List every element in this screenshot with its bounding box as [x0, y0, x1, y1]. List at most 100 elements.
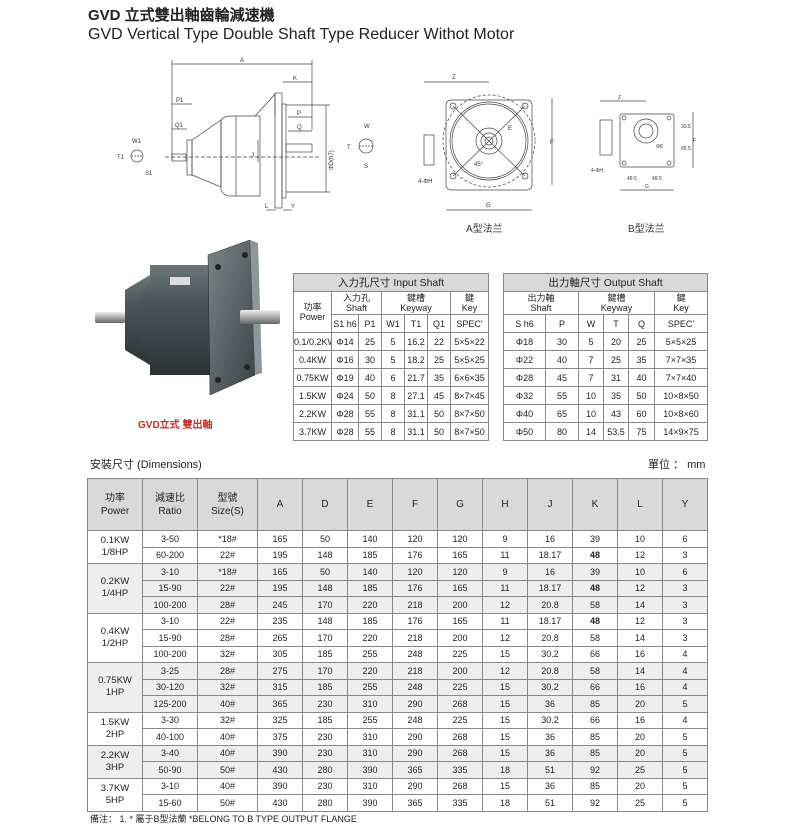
label-s: S [364, 164, 368, 170]
label-t1: T1 [117, 155, 125, 161]
title-en: GVD Vertical Type Double Shaft Type Redu… [88, 26, 515, 43]
key-en: Key [461, 303, 478, 313]
table-cell: 4 [662, 645, 708, 663]
header-text: J [547, 499, 553, 510]
header-text: 功率 [105, 492, 125, 504]
table-cell: 390 [347, 794, 393, 812]
table-cell: 268 [437, 728, 483, 746]
label-49-5-left: 49.5 [627, 176, 637, 182]
column-header: D [302, 478, 348, 531]
table-cell: 0.4KW [293, 350, 332, 369]
table-cell: 310 [347, 744, 393, 762]
power-cell: 0.75KW 1HP [87, 662, 143, 713]
table-cell: 5 [662, 695, 708, 713]
unit-label: 單位 ： mm [648, 459, 706, 471]
table-cell: 32# [197, 678, 258, 696]
table-cell: 66 [572, 711, 618, 729]
column-header: P1 [358, 314, 382, 333]
flange-a-caption: A型法兰 [466, 222, 503, 235]
table-cell: 5 [662, 777, 708, 795]
table-cell: 10×8×50 [653, 386, 709, 405]
table-cell: 30.2 [527, 711, 573, 729]
table-cell: 14 [617, 662, 663, 680]
table-cell: 120 [392, 563, 438, 581]
table-cell: 60 [628, 404, 655, 423]
table-cell: 30 [545, 332, 579, 351]
label-p1: P1 [176, 98, 184, 104]
table-cell: 20 [617, 744, 663, 762]
table-cell: 28# [197, 629, 258, 647]
label-k: K [293, 76, 297, 82]
table-cell: 220 [347, 662, 393, 680]
column-header: J [527, 478, 573, 531]
header-text: H [501, 499, 509, 510]
keyway-zh: 鍵槽 [607, 293, 626, 303]
table-cell: Φ19 [331, 368, 359, 387]
table-cell: 140 [347, 530, 393, 548]
table-cell: 5×5×25 [449, 350, 490, 369]
table-cell: 14 [578, 422, 604, 441]
table-row: Φ50 80 14 53.5 75 14×9×75 [503, 422, 709, 441]
table-cell: 10 [617, 563, 663, 581]
keyway-en: Keyway [400, 303, 432, 313]
table-cell: 375 [257, 728, 303, 746]
table-cell: 10 [578, 404, 604, 423]
table-cell: 22 [427, 332, 451, 351]
table-cell: 120 [392, 530, 438, 548]
power-text: 2HP [105, 728, 125, 740]
power-text: 2.2KW [100, 749, 130, 761]
flange-b-caption: B型法兰 [628, 222, 665, 235]
table-row: 2.2KW 3HP 3-40 40# 390 230 310 290 268 15 36 85 20 5 [87, 744, 708, 779]
table-cell: 11 [482, 579, 528, 597]
column-header: H [482, 478, 528, 531]
table-cell: 30 [358, 350, 382, 369]
column-header: 型號 Size(S) [197, 478, 258, 531]
dimensions-table: 功率 Power 減速比 Ratio 型號 Size(S) A D E F G H J K L Y 0.1KW… [87, 478, 708, 812]
key-zh: 鍵 [676, 293, 686, 303]
table-cell: 6×6×35 [449, 368, 490, 387]
table-cell: 25 [628, 332, 655, 351]
table-cell: 45 [545, 368, 579, 387]
table-cell: 15 [482, 728, 528, 746]
column-header: T1 [404, 314, 428, 333]
table-cell: 176 [392, 612, 438, 630]
header-text: K [591, 499, 599, 510]
table-row: 125-200 40# 365 230 310 290 268 15 36 85 20 5 [88, 695, 708, 713]
table-cell: 85 [572, 728, 618, 746]
label-phi8: Φ8 [656, 144, 663, 150]
table-cell: 185 [302, 711, 348, 729]
table-cell: 8×7×50 [449, 404, 490, 423]
table-cell: 390 [257, 744, 303, 762]
table-cell: 12 [482, 662, 528, 680]
table-cell: 248 [392, 645, 438, 663]
table-cell: 60-200 [142, 546, 198, 564]
table-cell: 36 [527, 744, 573, 762]
label-s1: S1 [145, 171, 153, 177]
power-text: 0.75KW [98, 675, 132, 687]
table-cell: 225 [437, 645, 483, 663]
table-cell: 40 [628, 368, 655, 387]
table-cell: 15 [482, 695, 528, 713]
table-cell: 3-40 [142, 744, 198, 762]
table-cell: *18# [197, 563, 258, 581]
table-cell: 20 [603, 332, 629, 351]
table-cell: 100-200 [142, 596, 198, 614]
table-cell: 195 [257, 579, 303, 597]
table-cell: 28# [197, 662, 258, 680]
table-cell: 6 [381, 368, 405, 387]
table-cell: 290 [392, 777, 438, 795]
output-shaft-table: 出力軸尺寸 Output Shaft 出力軸 Shaft 鍵槽 Keyway 鍵 Ke… [502, 273, 709, 441]
table-cell: 335 [437, 761, 483, 779]
shaft-zh: 入力孔 [342, 293, 370, 303]
table-cell: 48 [572, 612, 618, 630]
table-cell: 280 [302, 794, 348, 812]
keyway-zh: 鍵槽 [406, 293, 425, 303]
table-cell: 20 [617, 777, 663, 795]
label-l: L [265, 204, 269, 210]
table-row: Φ32 55 10 35 50 10×8×50 [503, 386, 709, 405]
table-cell: 58 [572, 596, 618, 614]
table-row: 0.4KW 1/2HP 3-10 22# 235 148 185 176 165 11 18.17 4… [87, 612, 708, 663]
label-g: G [486, 203, 491, 209]
column-header: 功率 Power [87, 478, 143, 531]
table-cell: 25 [358, 332, 382, 351]
